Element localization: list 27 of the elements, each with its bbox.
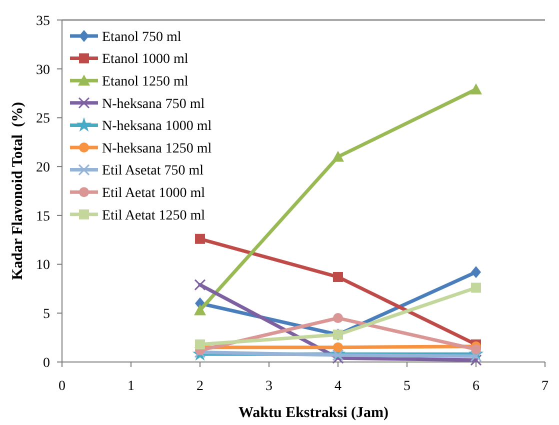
y-axis-title: Kadar Flavonoid Total (%) — [10, 102, 26, 280]
x-tick-label: 7 — [542, 379, 548, 394]
x-tick-label: 1 — [128, 379, 134, 394]
x-tick-label: 2 — [196, 379, 204, 394]
legend-label: Etanol 1250 ml — [102, 74, 188, 90]
y-tick-label: 10 — [36, 258, 50, 274]
y-tick-label: 0 — [43, 356, 50, 371]
y-tick-label: 25 — [36, 112, 50, 127]
x-axis-title: Waktu Ekstraksi (Jam) — [238, 405, 389, 421]
legend-label: N-heksana 1000 ml — [102, 119, 212, 134]
x-tick-label: 3 — [266, 379, 272, 394]
legend-label: N-heksana 1250 ml — [102, 141, 212, 156]
x-tick-label: 5 — [404, 379, 410, 394]
x-tick-label: 6 — [472, 379, 480, 394]
legend-label: Etil Asetat 750 ml — [102, 164, 204, 179]
y-tick-label: 20 — [36, 160, 50, 176]
legend-label: Etil Aetat 1250 ml — [102, 208, 206, 224]
legend-label: N-heksana 750 ml — [102, 96, 205, 112]
y-tick-label: 35 — [36, 14, 50, 29]
y-tick-label: 15 — [36, 209, 50, 224]
x-tick-label: 4 — [334, 379, 342, 394]
x-tick-label: 0 — [58, 379, 66, 394]
legend-label: Etanol 750 ml — [102, 30, 182, 45]
y-tick-label: 30 — [36, 62, 50, 78]
legend-label: Etanol 1000 ml — [102, 52, 188, 68]
y-tick-label: 5 — [43, 307, 50, 322]
legend-label: Etil Aetat 1000 ml — [102, 186, 206, 201]
